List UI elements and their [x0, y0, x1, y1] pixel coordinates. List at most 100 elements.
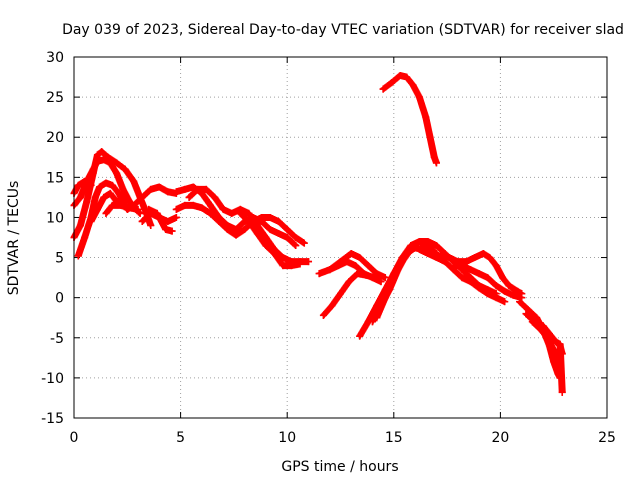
data-point [407, 246, 415, 254]
data-point [172, 213, 180, 221]
data-point [279, 262, 287, 270]
data-point [134, 205, 142, 213]
data-point [189, 183, 197, 191]
data-point [93, 151, 101, 159]
data-point [556, 340, 564, 348]
x-tick-label: 5 [176, 430, 185, 446]
data-point [292, 234, 300, 241]
data-point [123, 205, 131, 213]
data-point [91, 193, 99, 201]
data-point [379, 85, 387, 93]
data-point [172, 188, 180, 196]
data-marks [70, 71, 566, 396]
data-point [462, 258, 470, 266]
data-point [319, 311, 327, 319]
data-point [334, 262, 342, 270]
data-point [539, 322, 547, 330]
data-point [292, 242, 300, 250]
data-point [458, 274, 466, 282]
data-point [471, 254, 479, 262]
data-point [377, 278, 385, 286]
data-point [343, 258, 351, 266]
data-point [373, 270, 381, 278]
data-point [415, 93, 423, 101]
data-point [245, 209, 253, 217]
data-point [275, 229, 283, 237]
data-point [326, 266, 334, 274]
data-point [415, 238, 423, 246]
y-tick-label: 30 [46, 50, 64, 66]
grid-lines [74, 57, 607, 418]
data-point [198, 204, 206, 212]
data-point [181, 185, 189, 193]
data-point [108, 181, 116, 189]
axis-ticks [73, 56, 608, 419]
series-arc-v [437, 250, 526, 298]
data-point [550, 346, 558, 354]
data-point [145, 205, 153, 213]
data-point [185, 193, 193, 201]
data-point [87, 217, 95, 225]
data-point [117, 197, 125, 205]
data-point [76, 193, 84, 201]
data-point [347, 250, 355, 258]
data-point [74, 181, 82, 189]
data-point [194, 185, 202, 193]
data-point [445, 254, 453, 262]
series-arc-i [145, 205, 176, 235]
data-point [356, 332, 364, 340]
chart-title: Day 039 of 2023, Sidereal Day-to-day VTE… [62, 22, 624, 38]
data-point [96, 183, 104, 191]
data-point [283, 225, 291, 233]
data-point [403, 73, 411, 81]
data-point [136, 209, 144, 217]
data-point [206, 209, 214, 217]
data-point [100, 156, 108, 164]
series-arc-e [87, 189, 127, 225]
y-tick-label: 10 [46, 210, 64, 226]
data-point [100, 193, 108, 201]
data-point [138, 193, 146, 201]
data-point [130, 177, 138, 185]
data-point [545, 330, 553, 338]
data-point [98, 148, 106, 156]
data-point [364, 262, 372, 270]
x-tick-label: 25 [598, 430, 616, 446]
data-point [106, 159, 114, 167]
data-point [424, 238, 432, 246]
series-arc-m [236, 209, 304, 270]
data-point [501, 298, 509, 306]
data-point [424, 250, 432, 258]
data-point [81, 234, 89, 241]
data-point [467, 266, 475, 274]
data-point [241, 225, 249, 233]
data-point [224, 225, 232, 233]
data-point [528, 318, 536, 326]
data-point [356, 254, 364, 262]
data-point [475, 284, 483, 292]
data-point [315, 270, 323, 278]
data-point [130, 201, 138, 209]
data-point [232, 231, 240, 239]
data-point [415, 246, 423, 254]
series-arc-zz [539, 322, 566, 396]
data-point [505, 282, 513, 290]
data-point [396, 71, 404, 79]
data-point [449, 262, 457, 270]
data-point [211, 193, 219, 201]
data-point [162, 225, 170, 233]
data-point [492, 294, 500, 302]
data-point [74, 252, 82, 260]
data-point [189, 201, 197, 209]
data-point [93, 205, 101, 213]
data-point [215, 217, 223, 225]
data-point [381, 274, 389, 282]
y-tick-label: -5 [50, 331, 64, 347]
y-tick-label: 0 [55, 291, 64, 307]
data-point [486, 254, 494, 262]
data-point [153, 209, 161, 217]
series-arc-w [449, 262, 526, 302]
series-arc-n [379, 71, 440, 167]
data-point [484, 290, 492, 298]
